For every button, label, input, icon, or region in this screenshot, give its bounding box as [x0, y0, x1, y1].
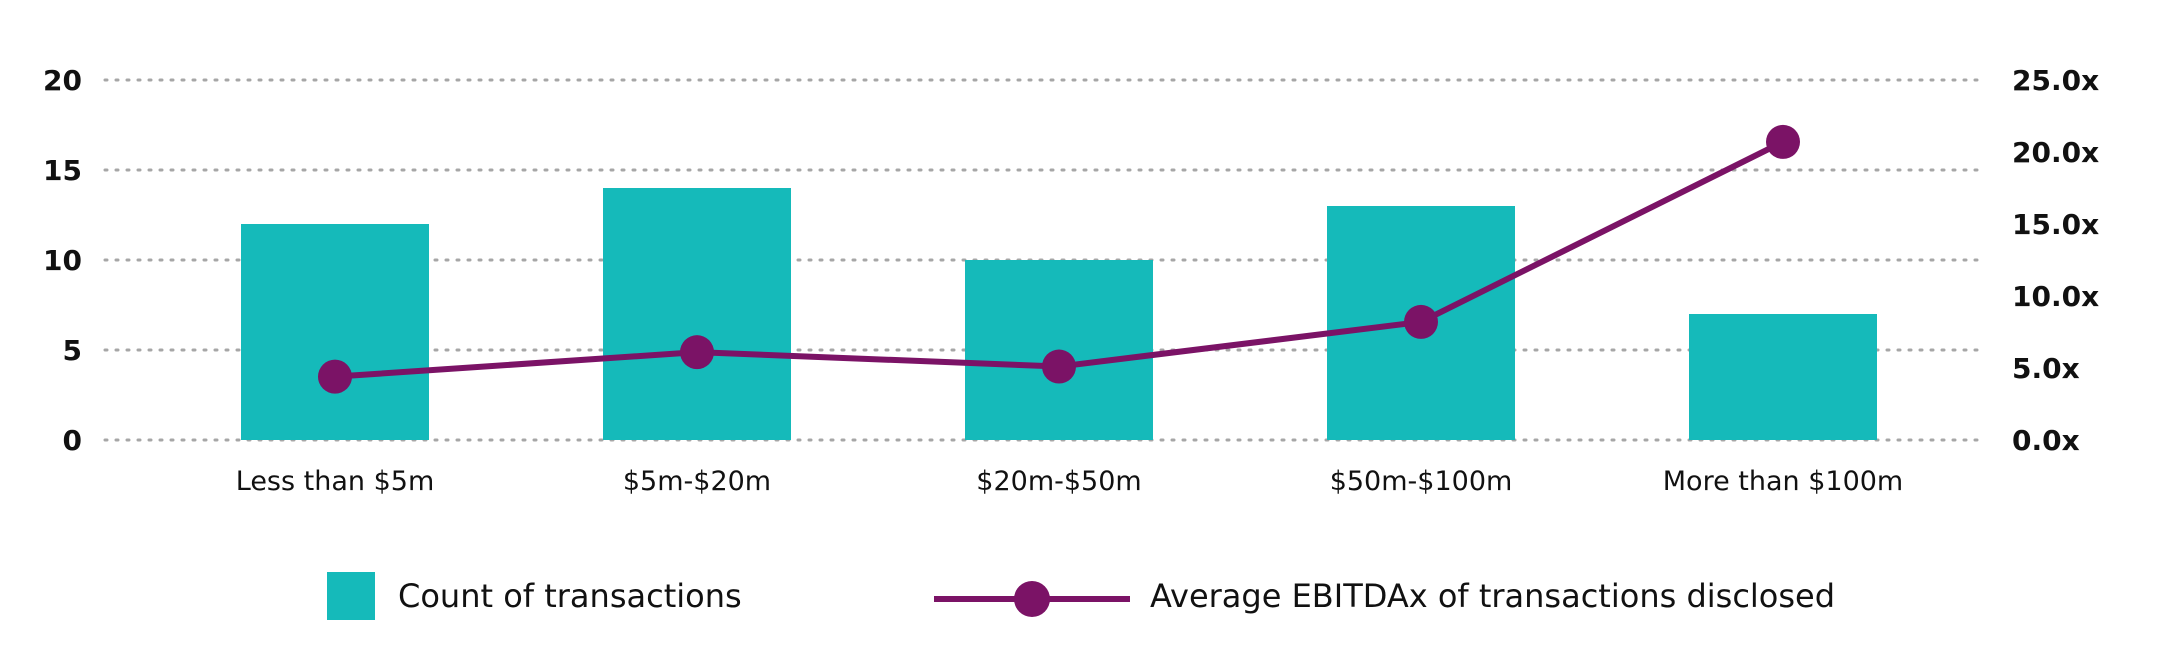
- bar: [241, 224, 429, 440]
- line-point: [1042, 349, 1076, 384]
- right-tick-label: 10.0x: [2012, 280, 2099, 313]
- right-tick-label: 0.0x: [2012, 424, 2080, 457]
- category-label: More than $100m: [1663, 466, 1903, 497]
- legend-bar-label: Count of transactions: [398, 577, 742, 615]
- line-series: [318, 124, 1800, 394]
- line-point: [680, 335, 714, 370]
- category-axis: Less than $5m $5m-$20m $20m-$50m $50m-$100m…: [236, 466, 1903, 497]
- legend-line-marker: [1014, 581, 1050, 617]
- right-tick-label: 15.0x: [2012, 208, 2099, 241]
- line-point: [318, 359, 352, 394]
- right-axis: 0.0x 5.0x 10.0x 15.0x 20.0x 25.0x: [2012, 64, 2099, 457]
- left-axis: 0 5 10 15 20: [43, 64, 82, 457]
- legend-line-label: Average EBITDAx of transactions disclose…: [1150, 577, 1835, 615]
- category-label: $20m-$50m: [976, 466, 1141, 497]
- bar: [1689, 314, 1877, 440]
- category-label: $50m-$100m: [1330, 466, 1513, 497]
- right-tick-label: 25.0x: [2012, 64, 2099, 97]
- right-tick-label: 5.0x: [2012, 352, 2080, 385]
- left-tick-label: 0: [63, 424, 82, 457]
- left-tick-label: 10: [43, 244, 82, 277]
- line-point: [1766, 124, 1800, 159]
- line-point: [1404, 304, 1438, 339]
- legend-bar-swatch: [327, 572, 375, 620]
- left-tick-label: 5: [63, 334, 82, 367]
- legend: Count of transactions Average EBITDAx of…: [327, 572, 1835, 620]
- right-tick-label: 20.0x: [2012, 136, 2099, 169]
- left-tick-label: 20: [43, 64, 82, 97]
- category-label: $5m-$20m: [623, 466, 771, 497]
- category-label: Less than $5m: [236, 466, 435, 497]
- left-tick-label: 15: [43, 154, 82, 187]
- bar-series: [241, 188, 1877, 440]
- bar: [603, 188, 791, 440]
